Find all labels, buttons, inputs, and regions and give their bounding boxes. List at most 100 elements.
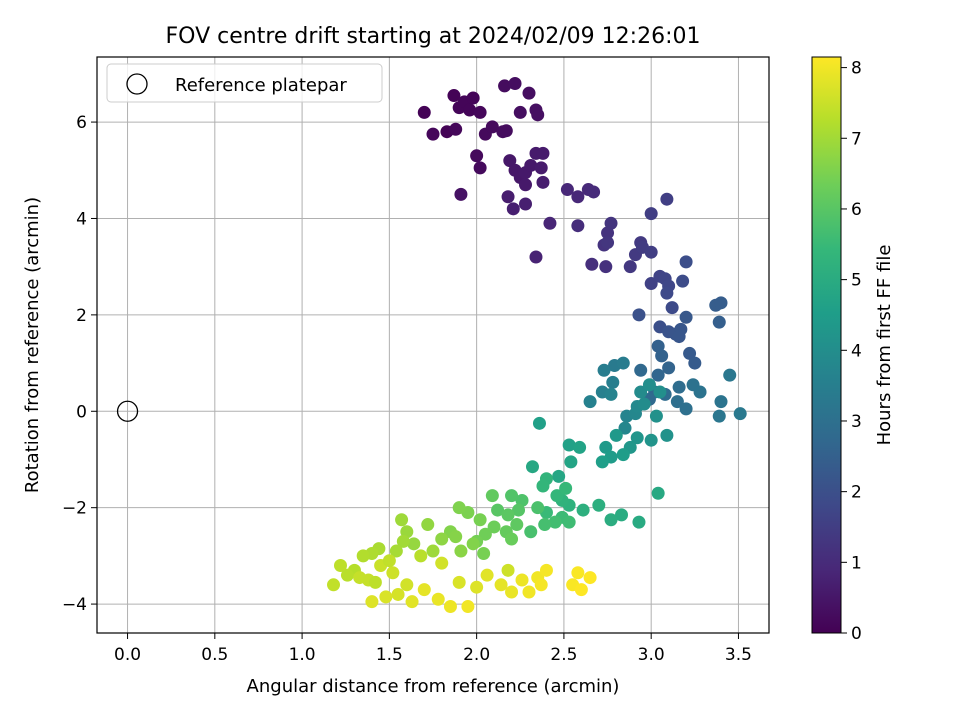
data-point	[505, 489, 519, 503]
data-point	[548, 515, 562, 529]
data-point	[714, 395, 728, 409]
data-point	[501, 190, 515, 204]
data-point	[679, 402, 693, 416]
data-point	[644, 433, 658, 447]
data-point	[531, 108, 545, 122]
data-point	[634, 363, 648, 377]
data-point	[623, 260, 637, 274]
data-point	[525, 460, 539, 474]
data-point	[571, 219, 585, 233]
data-point	[503, 154, 517, 168]
data-point	[651, 368, 665, 382]
colorbar-label: Hours from first FF file	[874, 245, 895, 446]
data-point	[649, 409, 663, 423]
data-point	[443, 599, 457, 613]
data-point	[712, 409, 726, 423]
data-point	[670, 395, 684, 409]
data-point	[585, 257, 599, 271]
data-point	[466, 537, 480, 551]
data-point	[712, 315, 726, 329]
y-tick-label: 0	[76, 402, 87, 422]
y-tick-label: 2	[76, 306, 87, 326]
legend-entry-reference: Reference platepar	[175, 75, 347, 96]
data-point	[559, 481, 573, 495]
data-point	[532, 416, 546, 430]
legend-marker-icon	[126, 73, 148, 95]
data-point	[597, 363, 611, 377]
colorbar-ticks: 0 1 2 3 4 5 6 7 8	[841, 59, 862, 644]
data-point	[454, 544, 468, 558]
y-axis-label: Rotation from reference (arcmin)	[22, 197, 43, 493]
x-axis-ticks: 0.0 0.5 1.0 1.5 2.0 2.5 3.0 3.5	[114, 633, 752, 665]
data-point	[571, 566, 585, 580]
legend-box	[106, 63, 383, 103]
data-point	[733, 407, 747, 421]
data-point	[501, 508, 515, 522]
data-point	[417, 583, 431, 597]
data-point	[524, 158, 538, 172]
x-tick-label: 0.5	[201, 645, 228, 665]
data-point	[333, 559, 347, 573]
data-point	[379, 590, 393, 604]
x-tick-label: 3.5	[725, 645, 752, 665]
data-point	[562, 515, 576, 529]
data-point	[723, 368, 737, 382]
chart-title: FOV centre drift starting at 2024/02/09 …	[166, 24, 701, 49]
data-point	[595, 455, 609, 469]
data-point	[693, 385, 707, 399]
data-point	[592, 498, 606, 512]
data-point	[660, 192, 674, 206]
data-point	[452, 575, 466, 589]
data-point	[487, 520, 501, 534]
data-point	[470, 580, 484, 594]
colorbar-tick-label: 0	[851, 624, 862, 644]
data-point	[435, 556, 449, 570]
colorbar-tick-label: 8	[851, 59, 862, 79]
data-point	[505, 585, 519, 599]
colorbar-tick-label: 4	[851, 341, 862, 361]
data-point	[632, 308, 646, 322]
data-point	[543, 216, 557, 230]
data-point	[510, 518, 524, 532]
data-point	[494, 578, 508, 592]
data-point	[491, 503, 505, 517]
data-point	[683, 346, 697, 360]
colorbar-tick-label: 2	[851, 483, 862, 503]
data-point	[632, 515, 646, 529]
colorbar-tick-label: 6	[851, 200, 862, 220]
data-point	[435, 532, 449, 546]
colorbar-tick-label: 1	[851, 553, 862, 573]
data-point	[616, 356, 630, 370]
data-point	[365, 595, 379, 609]
data-point	[485, 489, 499, 503]
y-tick-label: 6	[76, 113, 87, 133]
colorbar-tick-label: 5	[851, 271, 862, 291]
x-tick-label: 1.5	[376, 645, 403, 665]
data-point	[512, 503, 526, 517]
data-point	[340, 568, 354, 582]
data-point	[356, 549, 370, 563]
data-point	[478, 527, 492, 541]
data-point	[651, 486, 665, 500]
x-tick-label: 2.5	[550, 645, 577, 665]
x-tick-label: 1.0	[289, 645, 316, 665]
data-point	[524, 525, 538, 539]
x-axis-label: Angular distance from reference (arcmin)	[247, 676, 620, 697]
data-point	[576, 503, 590, 517]
data-point	[463, 103, 477, 117]
data-point	[405, 595, 419, 609]
y-axis-ticks: −4 −2 0 2 4 6	[62, 113, 97, 615]
data-point	[604, 387, 618, 401]
data-point	[431, 592, 445, 606]
data-point	[449, 122, 463, 136]
data-point	[461, 599, 475, 613]
data-point	[618, 421, 632, 435]
data-point	[386, 566, 400, 580]
data-point	[522, 585, 536, 599]
data-point	[368, 575, 382, 589]
data-point	[417, 105, 431, 119]
data-point	[407, 537, 421, 551]
data-point	[562, 438, 576, 452]
data-point	[606, 375, 620, 389]
